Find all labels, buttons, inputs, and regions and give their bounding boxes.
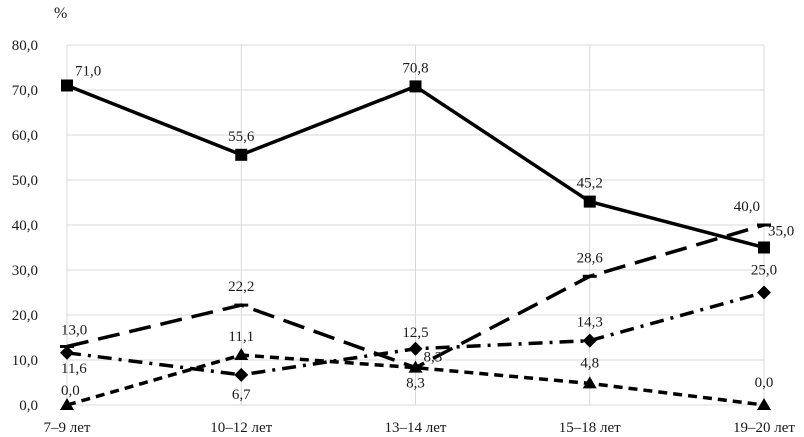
- y-tick-label: 50,0: [12, 173, 38, 189]
- triangle-marker: [408, 360, 423, 373]
- y-tick-label: 10,0: [12, 353, 38, 369]
- x-tick-label: 13–14 лет: [385, 420, 447, 436]
- diamond-marker: [757, 285, 771, 300]
- data-label: 4,8: [580, 355, 599, 371]
- dash-marker: [582, 274, 597, 278]
- data-label: 45,2: [577, 176, 603, 192]
- x-tick-label: 7–9 лет: [44, 420, 91, 436]
- y-tick-label: 80,0: [12, 38, 38, 54]
- y-tick-label: 0,0: [19, 398, 38, 414]
- y-tick-label: 20,0: [12, 308, 38, 324]
- data-label: 40,0: [734, 199, 760, 215]
- diamond-marker: [234, 367, 249, 382]
- x-tick-label: 19–20 лет: [733, 420, 795, 436]
- x-tick-label: 15–18 лет: [559, 420, 621, 436]
- square-marker: [235, 148, 248, 161]
- square-marker: [409, 80, 422, 93]
- y-tick-label: 30,0: [12, 263, 38, 279]
- data-label: 11,6: [61, 361, 87, 377]
- data-label: 14,3: [577, 315, 603, 331]
- x-tick-label: 10–12 лет: [210, 420, 272, 436]
- dash-marker: [234, 303, 249, 307]
- y-axis-ticks: 0,0 10,0 20,0 30,0 40,0 50,0 60,0 70,0 80,0: [12, 38, 38, 414]
- triangle-marker: [757, 398, 771, 410]
- data-label: 0,0: [755, 375, 774, 391]
- x-axis-ticks: 7–9 лет 10–12 лет 13–14 лет 15–18 лет 19–20 …: [44, 420, 796, 436]
- data-label: 25,0: [751, 263, 777, 279]
- data-label: 35,0: [768, 224, 794, 240]
- square-marker: [758, 241, 770, 254]
- data-label: 0,0: [61, 383, 80, 399]
- data-label: 22,2: [228, 279, 254, 295]
- data-labels: 71,0 55,6 70,8 45,2 35,0 13,0 22,2 8,3 28,6 40,0 1…: [61, 60, 794, 402]
- y-tick-label: 60,0: [12, 128, 38, 144]
- data-label: 12,5: [402, 325, 428, 341]
- data-label: 6,7: [232, 387, 251, 403]
- diamond-marker: [60, 345, 74, 360]
- data-label: 55,6: [228, 129, 255, 145]
- y-tick-label: 70,0: [12, 83, 38, 99]
- triangle-marker: [234, 348, 249, 361]
- data-label: 28,6: [577, 250, 604, 266]
- diamond-marker: [582, 333, 597, 348]
- series-group: [60, 79, 771, 410]
- data-label: 13,0: [61, 323, 87, 339]
- data-label: 8,3: [424, 350, 443, 366]
- data-label: 70,8: [402, 60, 428, 76]
- data-label: 8,3: [406, 376, 425, 392]
- square-marker: [61, 79, 73, 92]
- diamond-marker: [408, 341, 423, 356]
- series-line-4: [66, 353, 765, 407]
- dash-marker: [757, 223, 771, 227]
- y-tick-label: 40,0: [12, 218, 38, 234]
- square-marker: [583, 195, 596, 208]
- data-label: 11,1: [228, 329, 254, 345]
- triangle-marker: [582, 376, 597, 389]
- triangle-marker: [60, 398, 74, 410]
- data-label: 71,0: [75, 64, 101, 80]
- y-axis-unit: %: [54, 5, 67, 22]
